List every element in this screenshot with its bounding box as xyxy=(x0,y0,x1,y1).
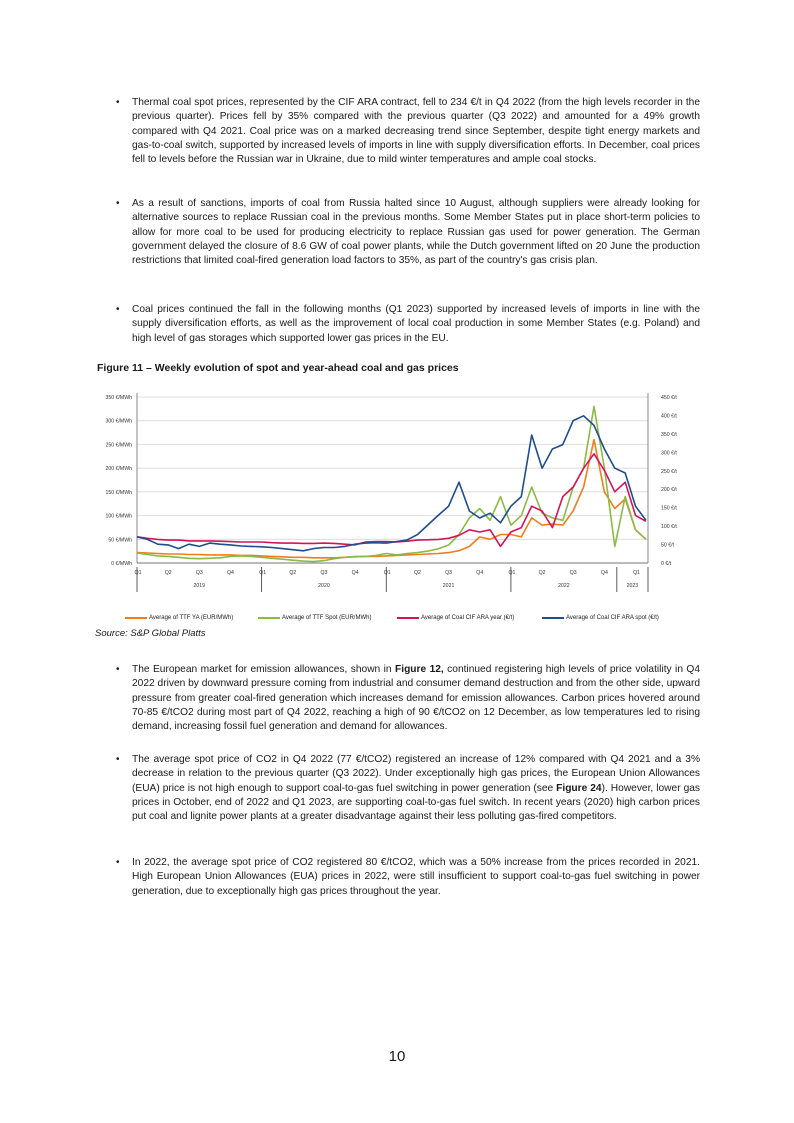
year-label: 2020 xyxy=(318,583,330,589)
quarter-tick-label: Q3 xyxy=(320,570,327,576)
year-label: 2022 xyxy=(558,583,570,589)
figure-reference: Figure 24 xyxy=(556,782,602,794)
left-axis-tick-label: 350 €/MWh xyxy=(105,395,132,401)
legend-swatch xyxy=(542,617,564,619)
quarter-tick-label: Q2 xyxy=(414,570,421,576)
legend-label: Average of Coal CIF ARA spot (€/t) xyxy=(566,615,659,621)
text: The average spot price of CO2 in Q4 2022… xyxy=(132,754,700,794)
quarter-tick-label: Q1 xyxy=(384,570,391,576)
text: In 2022, the average spot price of CO2 r… xyxy=(132,857,700,897)
coal-gas-price-chart: 0 €/MWh 50 €/MWh 100 €/MWh 150 €/MWh 200 €/M… xyxy=(105,393,677,592)
quarter-tick-label: Q2 xyxy=(289,570,296,576)
paragraph-russia-sanctions: • As a result of sanctions, imports of co… xyxy=(116,197,700,268)
right-axis-tick-label: 350 €/t xyxy=(661,432,677,438)
figure-reference: Figure 12, xyxy=(395,664,444,675)
series-line-4 xyxy=(136,414,647,552)
left-axis-tick-label: 300 €/MWh xyxy=(105,419,132,425)
right-axis-tick-label: 250 €/t xyxy=(661,469,677,475)
series-line-1 xyxy=(136,438,647,559)
quarter-tick-label: Q3 xyxy=(196,570,203,576)
quarter-tick-label: Q4 xyxy=(227,570,234,576)
quarter-tick-label: Q3 xyxy=(570,570,577,576)
bullet-icon: • xyxy=(116,857,120,868)
paragraph-text: Thermal coal spot prices, represented by… xyxy=(132,97,700,166)
quarter-tick-label: Q3 xyxy=(445,570,452,576)
year-label: 2023 xyxy=(627,583,639,589)
quarter-tick-label: Q1 xyxy=(259,570,266,576)
legend-label: Average of Coal CIF ARA year (€/t) xyxy=(421,615,515,621)
legend-item: Average of Coal CIF ARA year (€/t) xyxy=(397,615,514,621)
left-axis-tick-label: 100 €/MWh xyxy=(105,514,132,520)
legend-swatch xyxy=(125,617,147,619)
paragraph-coal-spot-prices: • Thermal coal spot prices, represented b… xyxy=(116,96,700,167)
legend-label: Average of TTF YA (EUR/MWh) xyxy=(149,615,234,621)
legend-item: Average of TTF Spot (EUR/MWh) xyxy=(258,615,371,621)
paragraph-text: Coal prices continued the fall in the fo… xyxy=(132,304,700,344)
right-axis-tick-label: 50 €/t xyxy=(661,543,675,549)
right-axis-tick-label: 200 €/t xyxy=(661,487,677,493)
paragraph-text: As a result of sanctions, imports of coa… xyxy=(132,198,700,267)
left-axis-tick-label: 250 €/MWh xyxy=(105,442,132,448)
bullet-icon: • xyxy=(116,198,120,209)
quarter-tick-label: Q1 xyxy=(633,570,640,576)
quarter-tick-label: Q1 xyxy=(135,570,142,576)
left-axis-tick-label: 0 €/MWh xyxy=(111,561,132,567)
paragraph-q1-2023: • Coal prices continued the fall in the f… xyxy=(116,303,700,346)
year-label: 2019 xyxy=(194,583,206,589)
legend-label: Average of TTF Spot (EUR/MWh) xyxy=(282,615,372,621)
year-label: 2021 xyxy=(443,583,455,589)
left-axis-tick-label: 150 €/MWh xyxy=(105,490,132,496)
right-axis-tick-label: 0 €/t xyxy=(661,561,672,567)
right-axis-tick-label: 150 €/t xyxy=(661,506,677,512)
text: continued registering high levels of pri… xyxy=(132,664,701,733)
right-axis-tick-label: 400 €/t xyxy=(661,413,677,419)
bullet-icon: • xyxy=(116,97,120,108)
quarter-tick-label: Q4 xyxy=(476,570,483,576)
quarter-tick-label: Q2 xyxy=(539,570,546,576)
legend-swatch xyxy=(258,617,280,619)
legend-item: Average of TTF YA (EUR/MWh) xyxy=(125,615,233,621)
legend-swatch xyxy=(397,617,419,619)
paragraph-co2-q4-2022: • The average spot price of CO2 in Q4 202… xyxy=(116,753,700,824)
series-line-2 xyxy=(136,405,647,563)
figure-source: Source: S&P Global Platts xyxy=(95,628,206,639)
quarter-tick-label: Q2 xyxy=(165,570,172,576)
text: The European market for emission allowan… xyxy=(132,664,396,675)
quarter-tick-label: Q1 xyxy=(508,570,515,576)
page-number: 10 xyxy=(388,1048,406,1065)
text: ). However, lower gas prices in October,… xyxy=(132,782,700,823)
paragraph-co2-2022: • In 2022, the average spot price of CO2 … xyxy=(116,856,700,899)
quarter-tick-label: Q4 xyxy=(352,570,359,576)
quarter-tick-label: Q4 xyxy=(601,570,608,576)
bullet-icon: • xyxy=(116,304,120,315)
left-axis-tick-label: 200 €/MWh xyxy=(105,466,132,472)
bullet-icon: • xyxy=(116,754,120,765)
paragraph-emission-allowances: • The European market for emission allowa… xyxy=(116,663,701,734)
right-axis-tick-label: 100 €/t xyxy=(661,524,677,530)
right-axis-tick-label: 300 €/t xyxy=(661,450,677,456)
bullet-icon: • xyxy=(116,664,120,675)
figure-title: Figure 11 – Weekly evolution of spot and… xyxy=(97,362,459,374)
legend-item: Average of Coal CIF ARA spot (€/t) xyxy=(542,615,659,621)
left-axis-tick-label: 50 €/MWh xyxy=(108,537,132,543)
right-axis-tick-label: 450 €/t xyxy=(661,395,677,401)
